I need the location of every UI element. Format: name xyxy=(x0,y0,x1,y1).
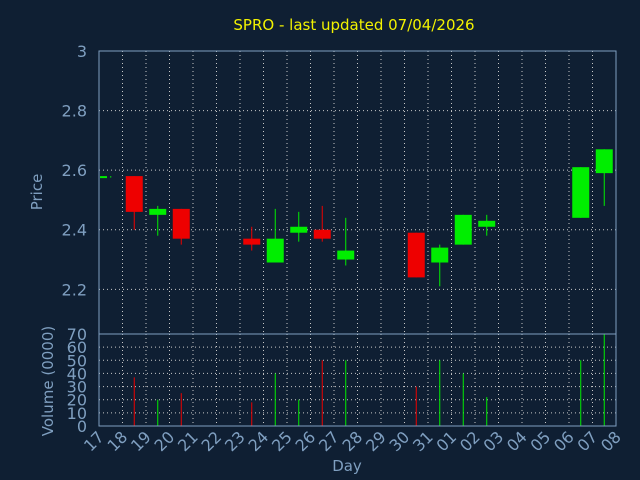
price-y-tick-label: 2.4 xyxy=(62,221,87,240)
price-y-tick-label: 3 xyxy=(77,42,87,61)
volume-y-tick-label: 30 xyxy=(67,378,87,397)
chart-title: SPRO - last updated 07/04/2026 xyxy=(233,16,474,34)
candle-body xyxy=(454,214,472,245)
volume-y-tick-label: 40 xyxy=(67,364,87,383)
volume-y-tick-label: 60 xyxy=(67,338,87,357)
candle-body xyxy=(313,229,331,239)
volume-axis-label: Volume (0000) xyxy=(39,326,57,436)
candle-body xyxy=(149,208,167,215)
y-axis-label: Price xyxy=(28,174,46,211)
price-y-tick-label: 2.6 xyxy=(62,161,87,180)
candle-body xyxy=(572,167,590,218)
price-y-tick-label: 2.8 xyxy=(62,102,87,121)
volume-y-tick-label: 10 xyxy=(67,404,87,423)
candle-body xyxy=(337,250,355,260)
candle-body xyxy=(100,176,107,179)
volume-y-tick-label: 70 xyxy=(67,325,87,344)
volume-plot-frame xyxy=(98,333,617,427)
candle-body xyxy=(266,238,284,263)
candle-body xyxy=(290,226,308,233)
candle-body xyxy=(431,247,449,263)
price-y-tick-label: 2.2 xyxy=(62,280,87,299)
candle-body xyxy=(125,176,143,212)
volume-y-tick-label: 50 xyxy=(67,351,87,370)
volume-y-tick-label: 0 xyxy=(77,417,87,436)
candle-body xyxy=(407,232,425,278)
candle-body xyxy=(478,220,496,227)
candle-body xyxy=(243,238,261,245)
volume-y-tick-label: 20 xyxy=(67,391,87,410)
candle-body xyxy=(595,149,613,174)
x-axis-label: Day xyxy=(332,457,362,475)
x-tick-label: 08 xyxy=(597,427,625,455)
candle-body xyxy=(172,208,190,239)
